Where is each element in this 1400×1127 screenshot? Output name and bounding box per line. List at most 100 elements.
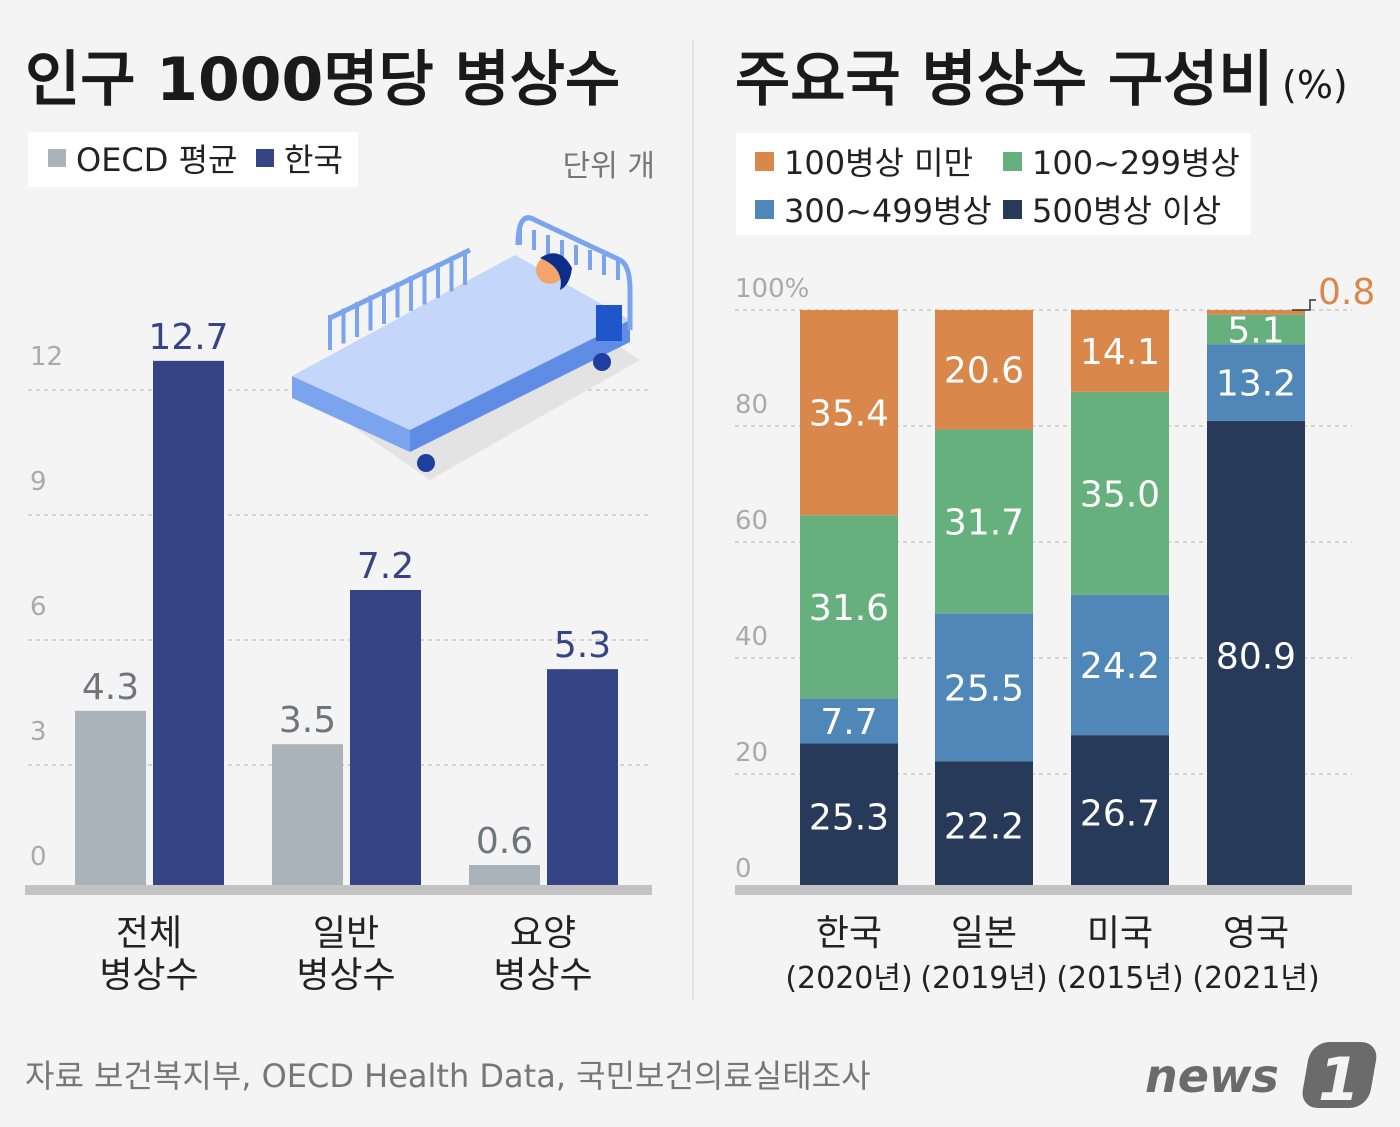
stacked-segment [935, 429, 1033, 614]
y-tick-label: 80 [735, 390, 768, 420]
stacked-segment [800, 515, 898, 699]
bar-korea [153, 360, 224, 890]
x-category-label: 미국 [1087, 913, 1153, 954]
bar-oecd [75, 710, 146, 890]
legend-swatch-1 [256, 149, 274, 167]
stacked-segment [1071, 391, 1169, 595]
stacked-segment [1207, 310, 1305, 315]
segment-value-label: 14.1 [1080, 332, 1160, 373]
bar-value-label: 12.7 [148, 317, 228, 358]
right-title-unit: (%) [1282, 63, 1348, 107]
legend-label: 100~299병상 [1032, 144, 1240, 182]
unit-label: 단위 개 [563, 149, 655, 184]
x-category-label: (2015년) [1056, 961, 1183, 996]
stacked-segment [935, 310, 1033, 430]
stacked-segment [800, 310, 898, 516]
x-category-label: 일본 [951, 913, 1017, 954]
bed-front [410, 320, 630, 452]
stacked-segment [1071, 310, 1169, 392]
segment-value-label: 13.2 [1216, 364, 1296, 405]
segment-value-label: 20.6 [944, 351, 1024, 392]
right-title: 주요국 병상수 구성비 [735, 45, 1274, 115]
x-category-label: 병상수 [296, 955, 395, 996]
bar-value-label: 7.2 [357, 546, 414, 587]
y-tick-label: 60 [735, 506, 768, 536]
callout-line [1292, 299, 1316, 311]
legend-label: 100병상 미만 [784, 144, 973, 182]
y-tick-label: 9 [30, 467, 47, 497]
y-tick-label: 3 [30, 717, 47, 747]
stacked-segment [1071, 735, 1169, 890]
stacked-segment [1071, 594, 1169, 736]
x-category-label: (2020년) [785, 961, 912, 996]
x-category-label: 병상수 [493, 955, 592, 996]
bed-wheel [593, 353, 611, 371]
hospital-bed-illustration [292, 215, 640, 480]
segment-value-label: 80.9 [1216, 636, 1296, 677]
news1-logo-numeral: 1 [1318, 1045, 1360, 1115]
segment-value-label: 35.4 [809, 394, 889, 435]
bar-korea [547, 669, 618, 890]
stacked-segment [935, 761, 1033, 890]
legend-swatch [755, 200, 774, 219]
bed-rail-top [328, 247, 472, 321]
bed-wheel [417, 454, 435, 472]
x-category-label: (2019년) [920, 961, 1047, 996]
legend-label: 300~499병상 [784, 192, 992, 230]
bar-value-label: 3.5 [279, 700, 336, 741]
x-category-label: 한국 [816, 913, 882, 954]
source-note: 자료 보건복지부, OECD Health Data, 국민보건의료실태조사 [25, 1057, 871, 1095]
x-category-label: 병상수 [99, 955, 198, 996]
headboard [515, 215, 633, 330]
bed-side [292, 376, 410, 452]
bar-korea [350, 590, 421, 890]
y-tick-label: 6 [30, 592, 47, 622]
bed-panel [596, 305, 622, 341]
segment-value-label: 0.8 [1318, 272, 1375, 313]
segment-value-label: 35.0 [1080, 474, 1160, 515]
segment-value-label: 25.3 [809, 798, 889, 839]
patient-hair [540, 253, 572, 290]
y-tick-label: 0 [30, 842, 47, 872]
segment-value-label: 31.7 [944, 502, 1024, 543]
stacked-segment [1207, 314, 1305, 345]
x-category-label: 요양 [510, 913, 576, 954]
right-legend-box [736, 133, 1251, 235]
segment-value-label: 24.2 [1080, 646, 1160, 687]
news1-logo-text: news [1145, 1049, 1279, 1103]
legend-label-0: OECD 평균 [76, 141, 237, 179]
bed-mattress [292, 255, 630, 430]
stacked-segment [800, 743, 898, 890]
legend-swatch [1003, 152, 1022, 171]
legend-label-1: 한국 [284, 141, 343, 179]
y-tick-label: 40 [735, 622, 768, 652]
stacked-segment [1207, 420, 1305, 890]
right-baseline [735, 885, 1352, 895]
x-category-label: 영국 [1223, 913, 1289, 954]
x-category-label: 일반 [313, 913, 379, 954]
x-category-label: 전체 [116, 913, 182, 954]
legend-label: 500병상 이상 [1032, 192, 1221, 230]
left-baseline [25, 885, 652, 895]
news1-logo-badge [1302, 1042, 1377, 1108]
y-tick-label: 100% [735, 274, 809, 304]
segment-value-label: 26.7 [1080, 794, 1160, 835]
bar-oecd [272, 744, 343, 890]
bar-value-label: 4.3 [82, 667, 139, 708]
segment-value-label: 5.1 [1227, 310, 1284, 351]
legend-swatch [755, 152, 774, 171]
bar-value-label: 5.3 [554, 625, 611, 666]
left-legend-box [28, 132, 358, 187]
x-category-label: (2021년) [1192, 961, 1319, 996]
y-tick-label: 0 [735, 854, 752, 884]
segment-value-label: 31.6 [809, 588, 889, 629]
bar-value-label: 0.6 [476, 821, 533, 862]
legend-swatch [1003, 200, 1022, 219]
stacked-segment [935, 613, 1033, 762]
segment-value-label: 22.2 [944, 807, 1024, 848]
left-title: 인구 1000명당 병상수 [25, 45, 620, 115]
segment-value-label: 25.5 [944, 668, 1024, 709]
legend-swatch-0 [48, 149, 66, 167]
